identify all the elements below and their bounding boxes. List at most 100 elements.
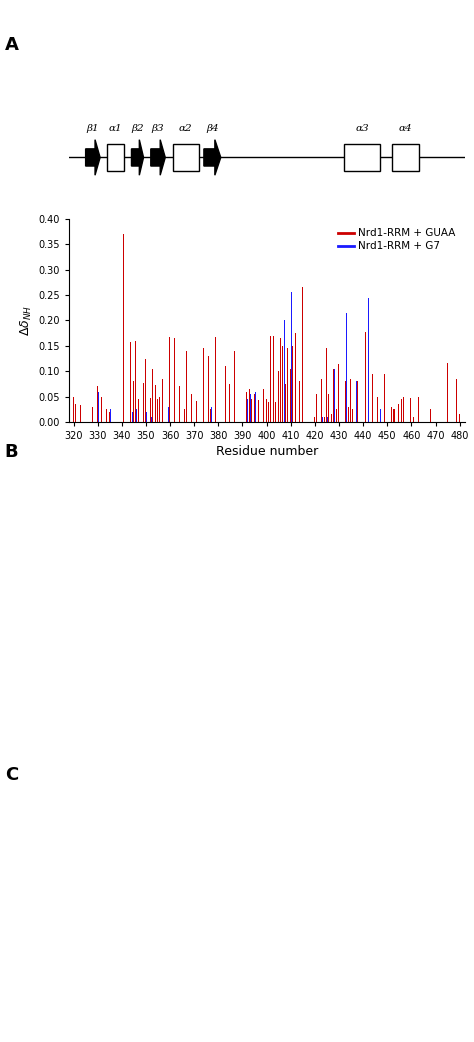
Bar — [403, 397, 404, 422]
Bar — [353, 410, 354, 422]
Bar — [151, 417, 152, 422]
Bar — [211, 406, 212, 422]
Bar — [137, 399, 139, 422]
Bar — [234, 351, 235, 422]
Text: β1: β1 — [87, 124, 99, 133]
Text: β2: β2 — [131, 124, 144, 133]
Bar — [290, 369, 291, 422]
Bar — [324, 417, 325, 422]
Bar — [285, 383, 286, 422]
Legend: Nrd1-RRM + GUAA, Nrd1-RRM + G7: Nrd1-RRM + GUAA, Nrd1-RRM + G7 — [334, 224, 459, 255]
Bar — [392, 144, 419, 171]
Bar — [109, 412, 110, 422]
Bar — [133, 381, 134, 422]
Bar — [350, 379, 351, 422]
Bar — [92, 406, 93, 422]
Bar — [98, 392, 99, 422]
Bar — [183, 410, 184, 422]
Bar — [146, 412, 147, 422]
Bar — [143, 382, 144, 422]
Bar — [346, 313, 347, 422]
Bar — [328, 394, 329, 422]
Text: α4: α4 — [399, 124, 412, 133]
Bar — [321, 379, 322, 422]
Bar — [270, 336, 272, 422]
Text: B: B — [5, 443, 18, 461]
Bar — [280, 339, 281, 422]
Bar — [347, 406, 349, 422]
Bar — [203, 348, 204, 422]
Polygon shape — [204, 140, 221, 175]
Bar — [173, 144, 199, 171]
Bar — [159, 397, 160, 422]
Bar — [430, 410, 431, 422]
Bar — [106, 410, 107, 422]
Bar — [249, 389, 250, 422]
Bar — [401, 399, 402, 422]
Bar — [145, 358, 146, 422]
Bar — [344, 144, 380, 171]
Bar — [168, 406, 169, 422]
Bar — [345, 381, 346, 422]
Bar — [292, 346, 293, 422]
Polygon shape — [151, 140, 165, 175]
Bar — [152, 369, 153, 422]
Bar — [322, 417, 323, 422]
Bar — [287, 348, 288, 422]
Bar — [391, 406, 392, 422]
Bar — [275, 402, 276, 422]
Bar — [418, 397, 419, 422]
Bar — [326, 348, 327, 422]
Bar — [157, 399, 158, 422]
Bar — [169, 337, 170, 422]
Polygon shape — [86, 140, 100, 175]
Bar — [263, 389, 264, 422]
Y-axis label: $\Delta\delta_{NH}$: $\Delta\delta_{NH}$ — [19, 305, 34, 336]
Bar — [380, 410, 381, 422]
Bar — [265, 399, 266, 422]
Text: A: A — [5, 36, 18, 54]
Bar — [294, 333, 296, 422]
Bar — [338, 364, 339, 422]
Text: α1: α1 — [109, 124, 123, 133]
Bar — [247, 399, 248, 422]
Bar — [250, 394, 251, 422]
Bar — [210, 410, 211, 422]
Bar — [384, 374, 385, 422]
Text: α3: α3 — [355, 124, 369, 133]
Bar — [356, 381, 357, 422]
Bar — [208, 356, 209, 422]
Bar — [191, 394, 192, 422]
Bar — [273, 336, 274, 422]
Bar — [179, 387, 180, 422]
Bar — [196, 401, 197, 422]
Bar — [327, 417, 328, 422]
Bar — [75, 404, 76, 422]
Bar — [162, 379, 163, 422]
Bar — [97, 387, 98, 422]
Text: C: C — [5, 766, 18, 784]
Bar — [398, 404, 399, 422]
Text: β4: β4 — [206, 124, 219, 133]
X-axis label: Residue number: Residue number — [216, 445, 318, 458]
Bar — [377, 397, 378, 422]
Bar — [130, 342, 131, 422]
Bar — [107, 144, 124, 171]
Text: α2: α2 — [179, 124, 192, 133]
Bar — [316, 394, 317, 422]
Bar — [278, 371, 279, 422]
Bar — [174, 338, 175, 422]
Bar — [258, 400, 259, 422]
Text: β3: β3 — [152, 124, 164, 133]
Bar — [393, 410, 394, 422]
Bar — [251, 399, 252, 422]
Bar — [413, 417, 414, 422]
Bar — [135, 341, 137, 422]
Bar — [80, 405, 81, 422]
Bar — [268, 402, 269, 422]
Bar — [101, 397, 102, 422]
Bar — [459, 415, 460, 422]
Bar — [372, 374, 373, 422]
Bar — [254, 394, 255, 422]
Bar — [357, 381, 358, 422]
